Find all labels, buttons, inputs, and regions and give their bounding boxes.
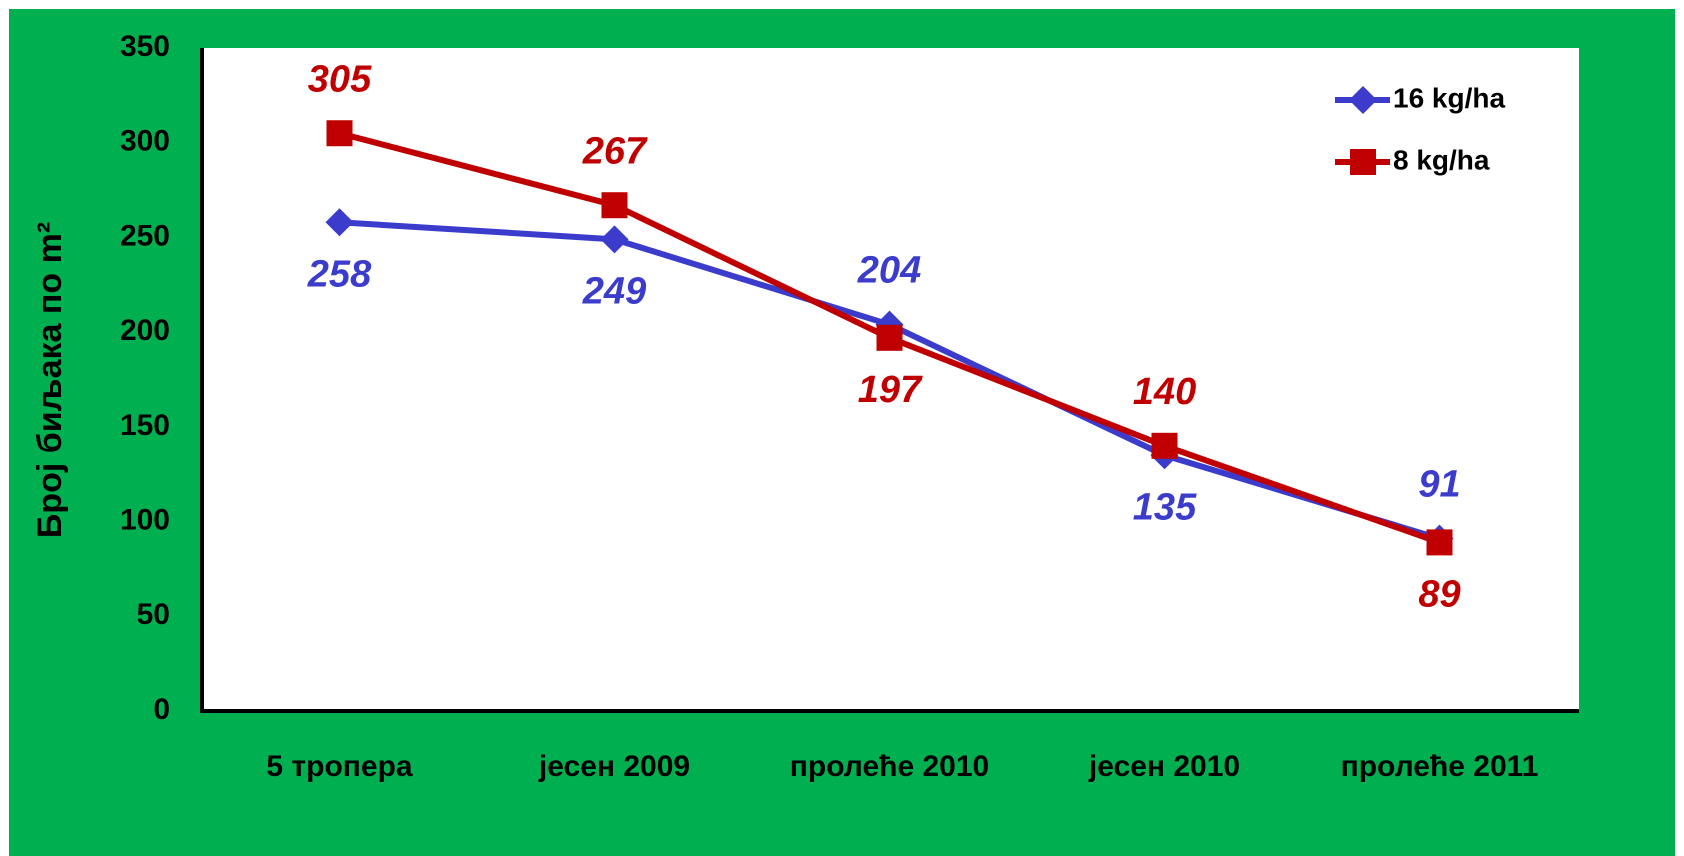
value-label: 91 (1418, 464, 1460, 506)
y-tick-label: 250 (120, 219, 170, 252)
value-label: 305 (308, 58, 372, 100)
data-point (601, 192, 628, 219)
y-tick-label: 150 (120, 409, 170, 442)
x-tick-label: пролеће 2010 (790, 750, 989, 783)
value-label: 89 (1418, 573, 1460, 615)
y-tick-label: 0 (153, 693, 170, 726)
data-point (876, 324, 903, 351)
value-label: 249 (582, 270, 646, 312)
x-tick-label: јесен 2010 (1088, 750, 1240, 783)
legend-marker (1349, 86, 1377, 114)
data-point (600, 225, 629, 254)
legend-label: 16 kg/ha (1393, 82, 1505, 113)
y-tick-label: 300 (120, 125, 170, 158)
x-tick-label: 5 тропера (266, 750, 412, 783)
value-label: 267 (582, 130, 648, 172)
x-tick-label: пролеће 2011 (1341, 750, 1539, 783)
legend-marker (1350, 149, 1376, 175)
y-tick-label: 200 (120, 314, 170, 347)
value-label: 204 (857, 250, 921, 292)
data-point (325, 208, 354, 237)
value-label: 140 (1133, 371, 1196, 413)
x-tick-label: јесен 2009 (538, 750, 690, 783)
y-axis-label: Број биљака по m² (31, 222, 69, 538)
value-label: 135 (1133, 486, 1197, 528)
value-label: 258 (307, 253, 372, 295)
data-point (1151, 432, 1178, 459)
data-point (1426, 529, 1453, 556)
y-tick-label: 50 (137, 598, 170, 631)
y-tick-label: 100 (120, 503, 170, 536)
legend-label: 8 kg/ha (1393, 144, 1490, 175)
y-tick-label: 350 (120, 30, 170, 63)
value-label: 197 (858, 369, 923, 411)
data-point (326, 120, 353, 147)
